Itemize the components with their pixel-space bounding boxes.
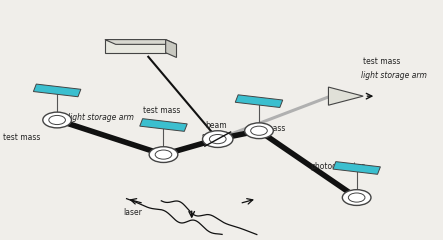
Circle shape [245, 123, 273, 139]
Text: test mass: test mass [363, 57, 400, 66]
Circle shape [342, 190, 371, 205]
Circle shape [251, 126, 267, 135]
Polygon shape [140, 119, 187, 131]
Text: beam
splitter: beam splitter [202, 121, 229, 141]
Text: light storage arm: light storage arm [361, 71, 427, 80]
Polygon shape [105, 40, 176, 44]
Circle shape [155, 150, 172, 159]
Text: test mass: test mass [143, 106, 180, 115]
Text: light storage arm: light storage arm [68, 113, 134, 122]
Circle shape [202, 131, 233, 147]
Polygon shape [33, 84, 81, 97]
Polygon shape [333, 162, 381, 174]
Circle shape [49, 115, 66, 125]
Circle shape [210, 134, 226, 144]
Polygon shape [166, 40, 176, 58]
Text: test mass: test mass [3, 133, 40, 142]
Circle shape [43, 112, 71, 128]
Text: photodetector: photodetector [310, 162, 365, 171]
Text: test mass: test mass [248, 124, 285, 132]
Polygon shape [328, 87, 363, 105]
Circle shape [149, 147, 178, 162]
Text: laser: laser [124, 208, 143, 217]
Circle shape [348, 193, 365, 202]
Polygon shape [235, 95, 283, 108]
Polygon shape [105, 40, 166, 53]
